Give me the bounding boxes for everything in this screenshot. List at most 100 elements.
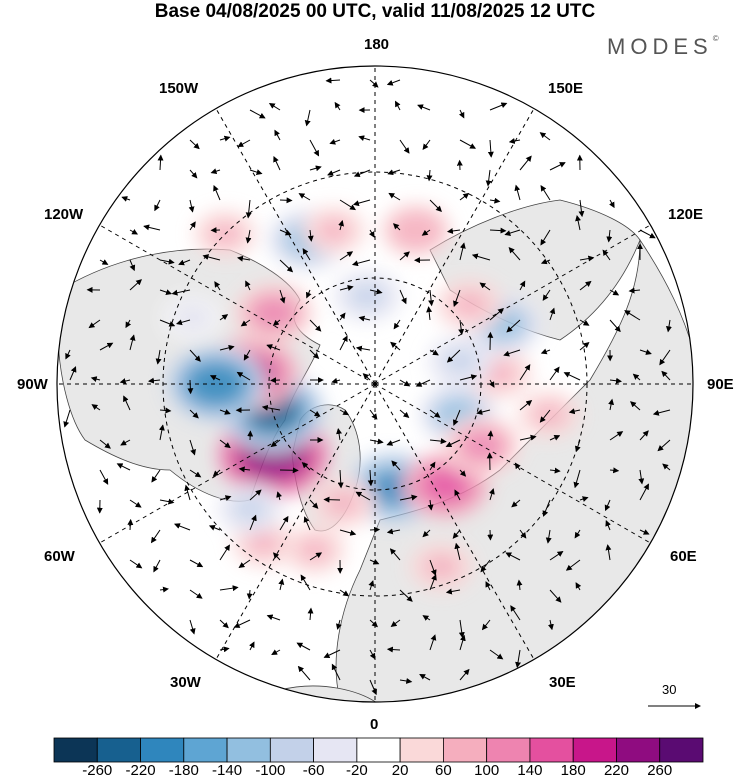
wind-vector xyxy=(249,489,262,501)
wind-vector xyxy=(369,526,381,533)
wind-vector xyxy=(503,349,521,357)
wind-vector xyxy=(219,439,231,449)
wind-vector xyxy=(335,619,342,630)
wind-vector xyxy=(266,614,281,621)
wind-vectors xyxy=(63,77,672,696)
wind-vector xyxy=(565,559,581,571)
wind-vector xyxy=(386,646,401,653)
colorbar-tick-label: 20 xyxy=(391,762,409,779)
wind-vector xyxy=(628,287,641,294)
wind-vector xyxy=(213,184,221,201)
colorbar-swatch xyxy=(616,737,661,763)
wind-vector xyxy=(219,619,229,629)
wind-vector xyxy=(505,552,521,561)
colorbar-swatch xyxy=(313,737,358,763)
wind-vector xyxy=(90,376,101,383)
wind-vector xyxy=(573,469,581,489)
wind-vector xyxy=(358,315,371,322)
wind-vector xyxy=(125,319,132,329)
lon-label-150w: 150W xyxy=(159,80,199,97)
wind-vector xyxy=(189,139,200,150)
wind-vector xyxy=(129,228,139,235)
wind-vector xyxy=(298,193,311,201)
wind-vector xyxy=(579,255,595,262)
wind-vector xyxy=(479,282,491,291)
wind-vector xyxy=(279,197,293,204)
wind-vector xyxy=(309,319,322,332)
colorbar xyxy=(53,737,704,763)
wind-vector xyxy=(362,373,371,381)
copyright-mark: © xyxy=(712,34,719,43)
wind-vector xyxy=(249,514,257,531)
wind-vector xyxy=(639,483,649,501)
wind-vector xyxy=(261,404,281,411)
wind-vector xyxy=(445,439,461,448)
wind-vector xyxy=(236,255,251,262)
wind-vector xyxy=(219,495,232,501)
wind-vector xyxy=(429,574,437,591)
wind-vector xyxy=(369,619,378,628)
anomaly-blob xyxy=(297,538,332,563)
wind-vector xyxy=(245,199,252,219)
wind-vector xyxy=(209,375,221,381)
colorbar-tick-label: -180 xyxy=(168,762,199,779)
wind-vector xyxy=(129,279,142,291)
wind-vector xyxy=(540,348,551,355)
wind-vector xyxy=(657,439,671,452)
colorbar-tick-labels: -260 -220 -180 -140 -100 -60 -20 20 60 100 140 180 2… xyxy=(0,762,750,782)
wind-vector xyxy=(219,314,229,321)
wind-vector xyxy=(129,499,142,508)
wind-vector xyxy=(542,289,551,301)
wind-vector xyxy=(549,435,561,441)
wind-vector xyxy=(630,401,641,411)
wind-vector xyxy=(303,516,311,531)
wind-vector xyxy=(272,319,281,326)
meridian-line xyxy=(215,108,376,385)
wind-vector xyxy=(487,139,494,158)
wind-vector xyxy=(323,649,341,658)
wind-vector xyxy=(150,529,161,544)
wind-vector xyxy=(395,100,401,111)
wind-vector xyxy=(488,488,495,501)
wind-vector xyxy=(609,199,615,209)
wind-vector xyxy=(339,285,354,291)
wind-vector xyxy=(568,408,581,415)
wind-vector xyxy=(129,334,136,351)
wind-vector xyxy=(369,409,378,420)
wind-vector xyxy=(233,619,251,628)
wind-vector xyxy=(69,366,77,381)
wind-vector xyxy=(127,518,134,531)
wind-vector xyxy=(639,349,652,355)
wind-vector xyxy=(155,349,162,365)
wind-vector xyxy=(515,649,521,669)
wind-vector xyxy=(336,427,342,441)
wind-vector xyxy=(459,634,466,651)
wind-vector xyxy=(399,409,410,418)
wind-vector xyxy=(246,589,253,600)
wind-vector xyxy=(119,378,131,384)
wind-vector xyxy=(189,169,198,179)
meridian-line xyxy=(374,383,535,660)
wind-vector xyxy=(151,469,161,483)
wind-vector xyxy=(214,281,221,291)
colorbar-swatch xyxy=(226,737,271,763)
wind-vector xyxy=(271,649,281,655)
wind-vector xyxy=(415,379,431,387)
wind-vector xyxy=(575,582,582,591)
wind-vector xyxy=(334,101,341,111)
wind-vector xyxy=(399,251,410,261)
colorbar-tick-label: -100 xyxy=(255,762,286,779)
anomaly-blob xyxy=(349,283,386,310)
wind-vector xyxy=(429,349,439,356)
wind-vector xyxy=(609,467,620,474)
wind-vector xyxy=(574,439,581,453)
wind-vector xyxy=(116,463,131,471)
wind-vector xyxy=(189,221,196,231)
wind-vector xyxy=(390,619,401,627)
wind-vector xyxy=(202,254,221,261)
colorbar-swatch xyxy=(183,737,228,763)
wind-vector xyxy=(129,559,143,569)
wind-vector xyxy=(392,223,401,231)
wind-vector xyxy=(339,589,350,597)
wind-vector xyxy=(178,259,191,266)
